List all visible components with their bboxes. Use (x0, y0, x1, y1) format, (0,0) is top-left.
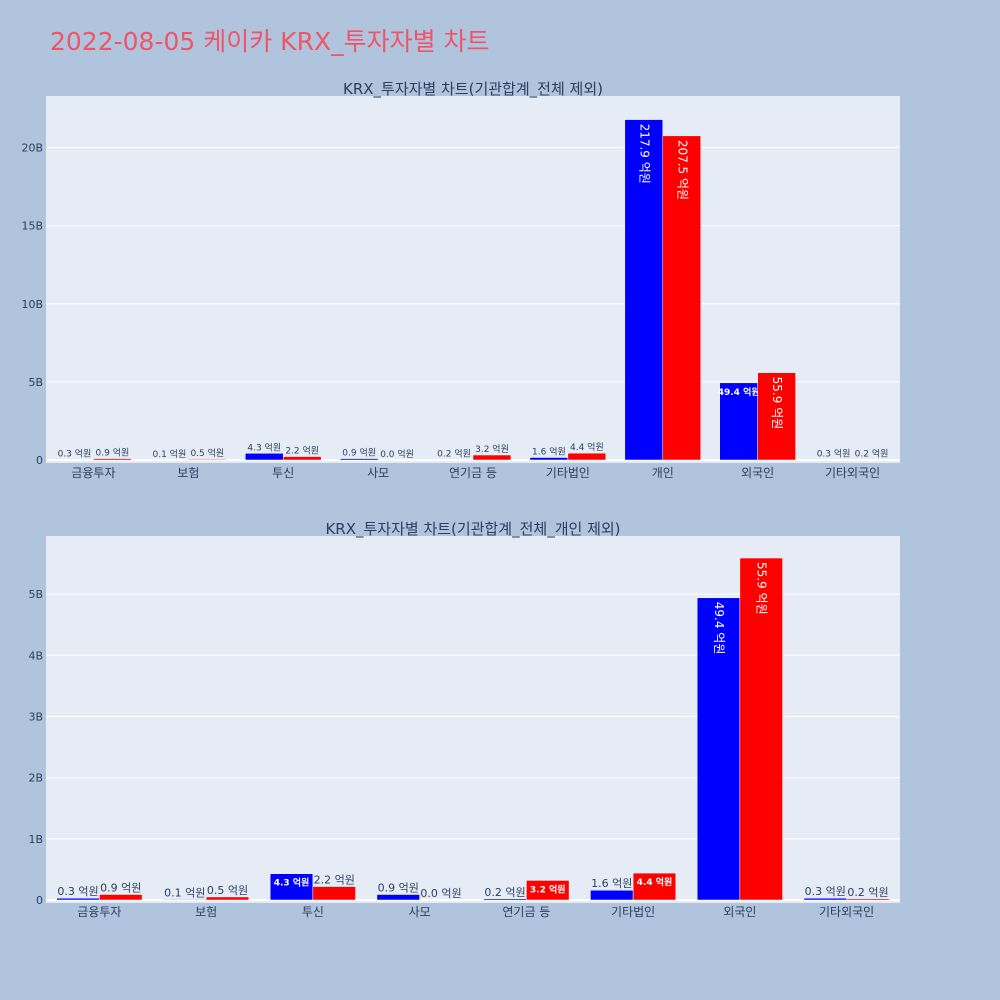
bar (282, 456, 322, 461)
bar (739, 557, 783, 901)
data-label: 0.3 억원 (805, 885, 846, 898)
data-label: 0.9 억원 (378, 881, 419, 894)
data-label: 0.2 억원 (855, 448, 889, 460)
data-label: 55.9 억원 (755, 562, 769, 615)
bar (590, 889, 634, 901)
data-label: 4.3 억원 (274, 877, 310, 889)
x-tick-label: 사모 (409, 905, 431, 919)
data-label: 0.0 억원 (380, 448, 414, 460)
data-label: 49.4 억원 (718, 386, 760, 398)
x-tick-label: 기타법인 (546, 466, 590, 480)
chart-title: KRX_투자자별 차트(기관합계_전체 제외) (343, 80, 603, 99)
data-label: 207.5 억원 (675, 140, 689, 200)
bar (719, 382, 758, 461)
x-tick-label: 금융투자 (77, 905, 121, 919)
data-label: 55.9 억원 (770, 377, 784, 430)
bar (56, 897, 100, 901)
bar (376, 894, 420, 901)
bar (312, 886, 356, 901)
bar (483, 898, 527, 901)
data-label: 0.2 억원 (847, 886, 888, 899)
bar (163, 899, 207, 901)
bar (339, 458, 379, 461)
data-label: 217.9 억원 (637, 124, 651, 184)
bar (846, 898, 890, 901)
x-tick-label: 금융투자 (71, 466, 115, 480)
y-tick-label: 5B (28, 588, 43, 601)
bar (567, 452, 607, 461)
x-tick-label: 투신 (302, 905, 324, 919)
x-tick-label: 보험 (177, 466, 199, 480)
data-label: 0.0 억원 (420, 887, 461, 900)
bar (803, 897, 847, 901)
x-tick-label: 연기금 등 (449, 466, 497, 480)
bar (99, 894, 143, 901)
bar (662, 135, 701, 461)
x-tick-label: 기타외국인 (819, 905, 874, 919)
data-label: 0.3 억원 (58, 448, 92, 460)
x-tick-label: 개인 (652, 466, 674, 480)
y-tick-label: 15B (21, 220, 43, 233)
data-label: 4.4 억원 (570, 441, 604, 453)
bar (696, 597, 741, 901)
data-label: 3.2 억원 (530, 883, 566, 895)
bar (529, 457, 569, 461)
page-title: 2022-08-05 케이카 KRX_투자자별 차트 (50, 27, 490, 56)
x-tick-label: 보험 (195, 905, 217, 919)
bar (205, 896, 250, 901)
chart-title: KRX_투자자별 차트(기관합계_전체_개인 제외) (325, 520, 620, 539)
x-tick-label: 기타외국인 (825, 466, 880, 480)
data-label: 0.5 억원 (190, 447, 224, 459)
x-tick-label: 외국인 (723, 905, 756, 919)
bar (245, 453, 284, 461)
bar (632, 872, 677, 901)
y-tick-label: 3B (28, 710, 43, 723)
bar (624, 119, 664, 461)
y-tick-label: 20B (21, 142, 43, 155)
data-label: 0.1 억원 (164, 886, 205, 899)
data-label: 0.5 억원 (207, 884, 248, 897)
y-tick-label: 10B (21, 298, 43, 311)
bar (526, 880, 570, 901)
data-label: 0.1 억원 (152, 448, 186, 460)
data-label: 4.3 억원 (247, 441, 281, 453)
x-tick-label: 기타법인 (611, 905, 655, 919)
y-tick-label: 4B (28, 649, 43, 662)
data-label: 0.3 억원 (817, 448, 851, 460)
x-tick-label: 외국인 (741, 466, 774, 480)
x-tick-label: 투신 (272, 466, 294, 480)
bar (188, 458, 227, 461)
data-label: 0.9 억원 (100, 881, 141, 894)
x-tick-label: 연기금 등 (502, 905, 550, 919)
y-tick-label: 1B (28, 833, 43, 846)
bar (757, 372, 796, 461)
y-tick-label: 0 (36, 894, 43, 907)
y-tick-label: 5B (28, 376, 43, 389)
bar (472, 454, 512, 461)
data-label: 0.2 억원 (484, 886, 525, 899)
data-label: 2.2 억원 (285, 445, 319, 457)
y-tick-label: 2B (28, 772, 43, 785)
data-label: 0.3 억원 (57, 885, 98, 898)
data-label: 1.6 억원 (591, 877, 632, 890)
data-label: 2.2 억원 (314, 874, 355, 887)
data-label: 0.2 억원 (437, 448, 471, 460)
data-label: 4.4 억원 (637, 876, 673, 888)
x-tick-label: 사모 (367, 466, 389, 480)
data-label: 3.2 억원 (475, 443, 509, 455)
data-label: 0.9 억원 (96, 447, 130, 459)
data-label: 1.6 억원 (532, 446, 566, 458)
bar (93, 458, 132, 461)
data-label: 49.4 억원 (712, 602, 726, 655)
y-tick-label: 0 (36, 454, 43, 467)
data-label: 0.9 억원 (342, 447, 376, 459)
